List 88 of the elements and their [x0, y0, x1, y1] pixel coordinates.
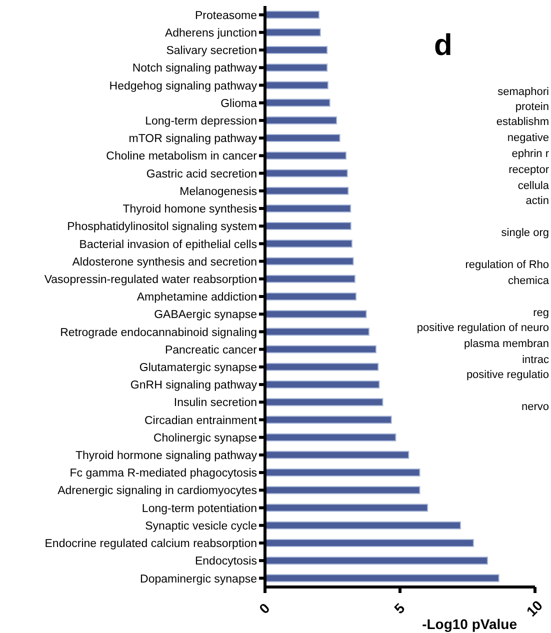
bar [265, 504, 428, 512]
y-tick-label: Hedgehog signaling pathway [109, 80, 258, 92]
annotation: establishm [496, 115, 549, 129]
y-tick-label: Amphetamine addiction [136, 292, 257, 304]
x-tick-label: 5 [390, 600, 408, 617]
y-tick-label: GnRH signaling pathway [130, 380, 258, 392]
y-tick-label: Retrograde endocannabinoid signaling [60, 326, 257, 339]
y-tick-label: Phosphatidylinositol signaling system [67, 221, 257, 234]
annotation: positive regulation of neuro [416, 321, 549, 335]
y-tick-label: Long-term potentiation [142, 502, 257, 515]
y-tick-label: Notch signaling pathway [132, 62, 258, 75]
y-tick-label: Aldosterone synthesis and secretion [72, 256, 257, 268]
y-tick-label: Endocrine regulated calcium reabsorption [44, 538, 257, 550]
annotation: intrac [522, 353, 549, 367]
y-tick-label: Thyroid homone synthesis [122, 204, 258, 216]
bar [265, 81, 328, 90]
bar [265, 10, 320, 19]
bar [265, 345, 376, 354]
y-tick-label: Salivary secretion [166, 45, 257, 58]
bar [265, 116, 338, 124]
y-tick-label: Long-term depression [145, 116, 257, 128]
bar [265, 362, 379, 371]
bar [265, 257, 354, 266]
y-tick-label: Gastric acid secretion [146, 168, 257, 180]
annotation: negative [507, 131, 549, 145]
annotation: plasma membran [464, 337, 549, 351]
y-tick-label: Fc gamma R-mediated phagocytosis [70, 468, 258, 480]
bar [265, 46, 328, 54]
y-tick-label: Pancreatic cancer [164, 344, 258, 356]
y-tick-label: Insulin secretion [174, 397, 257, 410]
annotation: positive regulatio [466, 368, 549, 382]
bar [265, 222, 352, 230]
annotation: chemica [508, 274, 549, 288]
y-tick-label: Choline metabolism in cancer [106, 150, 258, 163]
annotation: receptor [508, 163, 549, 177]
bar [265, 98, 330, 107]
annotation: reg [533, 306, 549, 320]
bar [265, 433, 396, 442]
annotation: ephrin r [512, 147, 549, 161]
bar [265, 134, 340, 142]
bar [265, 274, 356, 283]
y-tick-label: GABAergic synapse [154, 309, 257, 322]
bar [265, 169, 348, 178]
y-tick-label: Endocytosis [194, 556, 258, 568]
x-tick-label: 10 [523, 596, 546, 620]
bar [265, 574, 500, 582]
bar [265, 398, 384, 406]
y-tick-label: Glioma [220, 98, 258, 110]
x-tick-label: 0 [256, 600, 273, 617]
bar [265, 328, 370, 336]
annotation: single org [501, 226, 549, 240]
y-tick-label: Adherens junction [164, 27, 257, 40]
y-tick-label: Adrenergic signaling in cardiomyocytes [58, 485, 258, 498]
annotation: nervo [521, 400, 549, 414]
y-tick-label: Circadian entrainment [144, 414, 258, 427]
y-tick-label: Cholinergic synapse [153, 432, 257, 444]
annotation: protein [515, 100, 549, 114]
x-axis-title: -Log10 pValue [422, 616, 518, 632]
bar [265, 468, 420, 477]
y-tick-label: Melanogenesis [180, 186, 258, 198]
bar [265, 380, 380, 389]
annotation: semaphori [498, 85, 549, 99]
y-tick-label: Vasopressin-regulated water reabsorption [44, 274, 257, 286]
bar [265, 450, 410, 459]
bar [265, 538, 474, 547]
bar [265, 64, 328, 72]
bar [265, 292, 356, 300]
y-tick-label: Dopaminergic synapse [140, 573, 257, 586]
bar [265, 556, 488, 565]
annotation: regulation of Rho [465, 258, 549, 272]
annotation: cellula [518, 179, 549, 193]
y-tick-label: Synaptic vesicle cycle [145, 520, 257, 532]
annotation: d [434, 29, 452, 62]
y-tick-label: Thyroid hormone signaling pathway [75, 450, 258, 462]
y-tick-label: Glutamatergic synapse [139, 362, 257, 374]
annotation: actin [526, 194, 549, 208]
y-tick-label: Proteasome [194, 10, 257, 22]
bar [265, 152, 346, 160]
bar [265, 186, 349, 195]
bar [265, 204, 352, 212]
bar [265, 416, 392, 424]
bar [265, 486, 420, 494]
y-tick-label: mTOR signaling pathway [128, 133, 258, 146]
y-tick-label: Bacterial invasion of epithelial cells [79, 238, 258, 251]
bar [265, 521, 461, 530]
bar [265, 240, 352, 248]
bar [265, 28, 321, 36]
bar [265, 310, 367, 318]
